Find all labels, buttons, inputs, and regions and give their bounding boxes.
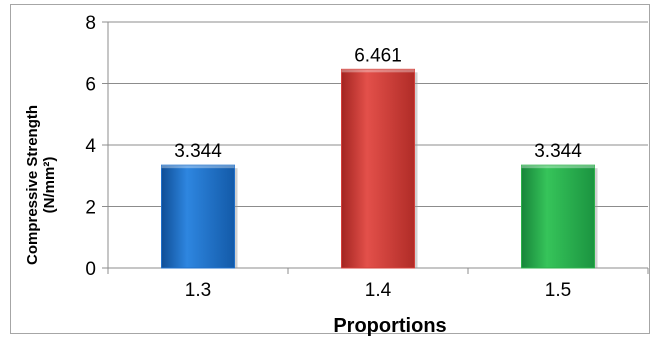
data-label: 6.461 [354,45,402,66]
y-tick-label: 2 [85,198,96,219]
bar-highlight [341,69,415,73]
bar-1.5 [521,164,595,269]
y-tick-label: 6 [85,75,96,96]
x-tick-label: 1.5 [545,280,571,301]
bar-1.3 [161,164,235,269]
data-label: 3.344 [174,141,222,162]
y-axis-title-line1: Compressive Strength [24,105,41,265]
y-axis-title-line2: (N/mm²) [41,157,58,214]
data-label: 3.344 [534,141,582,162]
x-tick-label: 1.3 [185,280,211,301]
data-labels: 3.344 6.461 3.344 [174,45,582,162]
bars [161,68,598,269]
bar-1.4 [341,68,415,269]
tick-labels: 0 2 4 6 8 1.3 1.4 1.5 [85,13,571,301]
x-tick-label: 1.4 [365,280,392,301]
y-tick-label: 0 [85,259,96,280]
y-tick-label: 8 [85,13,96,34]
x-axis-title: Proportions [333,315,446,337]
y-axis-title: Compressive Strength (N/mm²) [24,105,58,265]
bar-highlight [521,165,595,169]
y-tick-label: 4 [85,136,96,157]
bar-highlight [161,165,235,169]
